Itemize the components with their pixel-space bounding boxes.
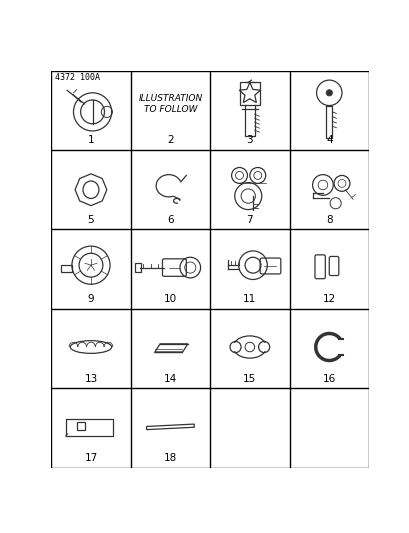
- Text: 12: 12: [322, 294, 335, 304]
- Text: 7: 7: [246, 215, 252, 225]
- Text: 5: 5: [88, 215, 94, 225]
- Text: 13: 13: [84, 374, 97, 384]
- Text: 16: 16: [322, 374, 335, 384]
- Text: 17: 17: [84, 453, 97, 463]
- Text: 14: 14: [163, 374, 177, 384]
- Text: 9: 9: [88, 294, 94, 304]
- Text: 4: 4: [325, 135, 332, 146]
- Circle shape: [325, 90, 332, 96]
- Bar: [76, 423, 84, 431]
- Text: 1: 1: [88, 135, 94, 146]
- Bar: [135, 263, 141, 272]
- Text: 4372 100A: 4372 100A: [55, 73, 100, 82]
- Text: ILLUSTRATION
TO FOLLOW: ILLUSTRATION TO FOLLOW: [138, 94, 202, 114]
- Text: 10: 10: [164, 294, 177, 304]
- Text: 6: 6: [167, 215, 173, 225]
- Bar: [61, 265, 72, 271]
- Text: 11: 11: [243, 294, 256, 304]
- Text: 15: 15: [243, 374, 256, 384]
- Text: 2: 2: [167, 135, 173, 146]
- Bar: [65, 418, 113, 436]
- Text: 18: 18: [163, 453, 177, 463]
- Text: 3: 3: [246, 135, 252, 146]
- Text: 8: 8: [325, 215, 332, 225]
